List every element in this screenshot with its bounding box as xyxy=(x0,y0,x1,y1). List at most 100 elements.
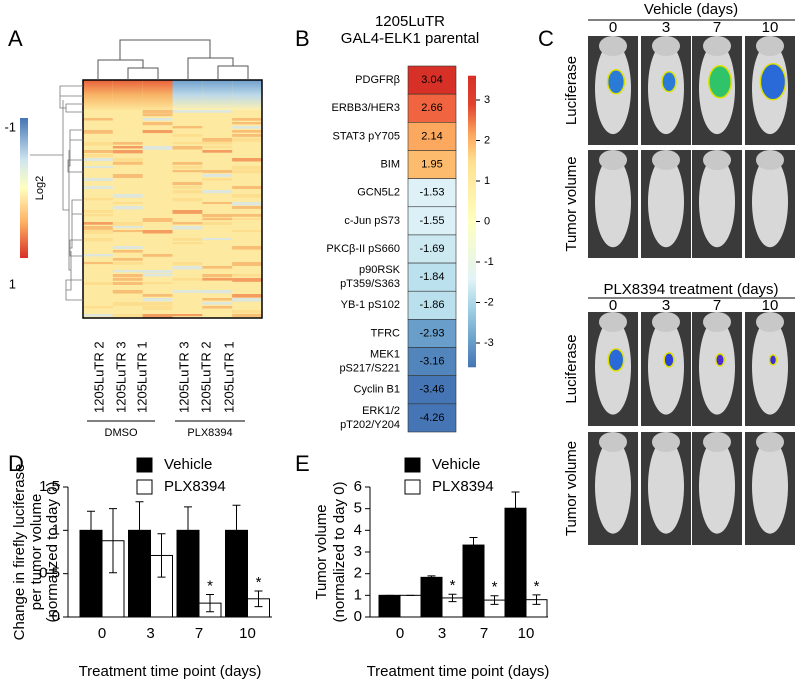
heatmap-stripe xyxy=(172,238,203,241)
mouse-head xyxy=(756,36,784,56)
heatmap-stripe xyxy=(172,126,203,129)
luminescence xyxy=(708,65,732,99)
legend-swatch xyxy=(136,479,153,495)
significance: * xyxy=(207,577,213,594)
cell-value: 3.04 xyxy=(421,74,442,86)
heatmap-stripe xyxy=(202,138,233,142)
y-tick-label: 3 xyxy=(354,543,362,560)
heatmap-stripe xyxy=(83,166,113,169)
heatmap-stripe xyxy=(232,314,262,317)
mouse-head xyxy=(599,36,627,56)
mouse xyxy=(648,318,684,415)
legend-swatch xyxy=(404,457,421,473)
mouse-head xyxy=(756,312,784,332)
heat-cell xyxy=(407,65,457,95)
luminescence xyxy=(759,63,787,101)
heatmap-stripe xyxy=(232,230,262,233)
error-bar xyxy=(469,536,478,554)
heatmap-stripe xyxy=(142,282,173,285)
heatmap-stripe xyxy=(202,238,233,241)
day-label: 7 xyxy=(713,297,721,314)
mouse xyxy=(699,318,735,415)
heatmap-stripe xyxy=(202,174,233,177)
error-bar xyxy=(109,508,117,574)
heat-cell xyxy=(407,290,457,320)
row-label: STAT3 pY705 xyxy=(333,130,400,142)
heatmap-stripe xyxy=(202,170,233,173)
heatmap-stripe xyxy=(112,290,143,294)
bar xyxy=(462,544,485,618)
group-title: PLX8394 treatment (days) xyxy=(603,281,778,298)
cell-value: -1.86 xyxy=(419,299,444,311)
heatmap-stripe xyxy=(172,110,203,113)
legend-label: PLX8394 xyxy=(432,478,494,495)
mouse-head xyxy=(599,312,627,332)
row-label: Tumor volume xyxy=(563,441,580,536)
day-label: 3 xyxy=(662,297,670,314)
heatmap-stripe xyxy=(142,294,173,297)
heatmap-stripe xyxy=(112,314,143,317)
heatmap-stripe xyxy=(142,270,173,274)
heatmap-stripe xyxy=(202,274,233,278)
heatmap-stripe xyxy=(142,122,173,126)
x-tick-label: 0 xyxy=(396,625,404,642)
error-bar xyxy=(448,593,457,603)
mouse-head xyxy=(652,36,680,56)
row-label: Luciferase xyxy=(563,56,580,125)
row-label: PKCβ-II pS660 xyxy=(326,243,400,255)
significance: * xyxy=(256,574,262,591)
y-axis-title: per tumor volume xyxy=(28,494,45,611)
heatmap-top xyxy=(172,80,203,110)
heatmap-stripe xyxy=(232,262,262,266)
error-bar xyxy=(184,506,192,555)
column-label: 1205LuTR 3 xyxy=(176,341,191,413)
heatmap-stripe xyxy=(172,222,203,225)
heatmap-stripe xyxy=(83,314,113,317)
heatmap-stripe xyxy=(232,170,262,174)
row-label: BIM xyxy=(380,158,400,170)
cell-value: -4.26 xyxy=(419,412,444,424)
colorbar-tick-label: 0 xyxy=(484,215,490,227)
y-tick-label: 1 xyxy=(354,586,362,603)
row-label: pT359/S363 xyxy=(340,278,400,290)
error-bar xyxy=(511,491,520,525)
heatmap-stripe xyxy=(83,214,113,217)
panel-label: E xyxy=(295,451,310,476)
row-label: YB-1 pS102 xyxy=(341,299,400,311)
heatmap-stripe xyxy=(142,118,173,121)
mouse-head xyxy=(703,432,731,452)
mouse-head xyxy=(703,150,731,170)
bar xyxy=(399,594,422,618)
column-label: 1205LuTR 1 xyxy=(134,341,149,413)
significance: * xyxy=(534,578,540,595)
panel-label: D xyxy=(8,451,24,476)
heatmap-stripe xyxy=(142,146,173,150)
error-bar xyxy=(232,504,241,556)
day-label: 0 xyxy=(609,297,617,314)
panel-label: B xyxy=(295,26,310,51)
heat-cell xyxy=(407,262,457,292)
x-axis-title: Treatment time point (days) xyxy=(79,663,262,680)
column-label: 1205LuTR 3 xyxy=(113,341,128,413)
mouse-head xyxy=(599,432,627,452)
heatmap-top xyxy=(83,80,113,110)
legend-swatch xyxy=(404,479,421,495)
heatmap-stripe xyxy=(83,154,113,158)
heatmap-stripe xyxy=(172,262,203,266)
mouse xyxy=(648,156,684,248)
heatmap-stripe xyxy=(83,198,113,201)
heatmap-stripe xyxy=(232,134,262,137)
x-tick-label: 3 xyxy=(146,625,154,642)
heatmap-stripe xyxy=(202,266,233,269)
heatmap-stripe xyxy=(142,306,173,310)
significance: * xyxy=(450,577,456,594)
x-tick-label: 7 xyxy=(195,625,203,642)
y-tick-label: 0.5 xyxy=(39,565,60,582)
heatmap-stripe xyxy=(202,178,233,181)
cell-value: -1.69 xyxy=(419,243,444,255)
heatmap-stripe xyxy=(232,298,262,302)
y-axis-title: Change in firefly luciferase xyxy=(11,464,28,641)
row-label: pT202/Y204 xyxy=(340,419,400,431)
mouse xyxy=(595,156,631,248)
heatmap-stripe xyxy=(202,290,233,294)
